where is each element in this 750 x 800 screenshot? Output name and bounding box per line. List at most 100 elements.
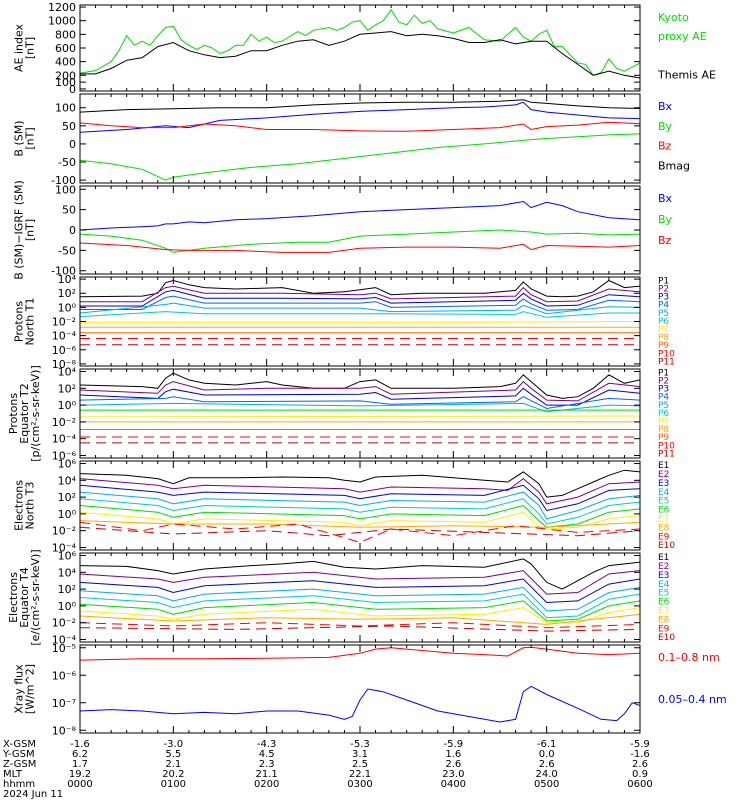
y-axis-label: North T3 bbox=[24, 482, 37, 530]
legend-label: P5 bbox=[658, 401, 669, 411]
y-axis-label: Xray flux bbox=[13, 664, 26, 714]
series-line bbox=[80, 99, 640, 113]
y-tick-label: 10⁴ bbox=[58, 566, 77, 579]
y-tick-label: 100 bbox=[55, 76, 76, 89]
y-axis-label: Electrons bbox=[13, 480, 26, 531]
series-line bbox=[80, 31, 640, 79]
series-line bbox=[80, 229, 640, 253]
legend-label: E3 bbox=[658, 571, 669, 581]
legend-label: E1 bbox=[658, 553, 669, 563]
y-axis-label: [W/m^2] bbox=[24, 664, 37, 714]
legend-label: P2 bbox=[658, 285, 669, 295]
y-axis-label: [nT] bbox=[24, 219, 37, 241]
series-line bbox=[80, 415, 640, 418]
legend-label: E10 bbox=[658, 541, 675, 551]
panel-frame bbox=[79, 185, 641, 275]
panel-xray: 10⁻⁵ 10⁻⁶ 10⁻⁷ 10⁻⁸ Xray flux[W/m^2] 0.1–0.8 … bbox=[13, 642, 727, 738]
series-line bbox=[80, 279, 640, 298]
series-line bbox=[80, 380, 640, 402]
y-tick-label: 800 bbox=[55, 28, 76, 41]
row-value: 2.6 bbox=[632, 759, 648, 770]
series-line bbox=[80, 121, 640, 132]
y-tick-label: 1000 bbox=[48, 15, 76, 28]
row-label: Y-GSM bbox=[2, 749, 35, 760]
legend-label: 0.05–0.4 nm bbox=[658, 693, 727, 706]
legend-label: P1 bbox=[658, 368, 669, 378]
legend-label: P4 bbox=[658, 393, 669, 403]
legend-label: P7 bbox=[658, 325, 669, 335]
row-value: 2.5 bbox=[352, 759, 368, 770]
y-axis-label: Protons bbox=[7, 393, 20, 434]
legend-label: E4 bbox=[658, 488, 670, 498]
legend-label: P9 bbox=[658, 341, 669, 351]
legend-label: P3 bbox=[658, 385, 669, 395]
legend-label: P9 bbox=[658, 433, 669, 443]
y-tick-label: 10⁻⁶ bbox=[52, 344, 77, 357]
row-value: 5.5 bbox=[165, 749, 181, 760]
y-tick-label: 10⁻² bbox=[52, 525, 76, 538]
legend-label: E10 bbox=[658, 633, 675, 643]
series-line bbox=[80, 622, 640, 629]
y-tick-label: 10² bbox=[58, 382, 76, 395]
legend-label: E5 bbox=[658, 497, 669, 507]
legend-label: 0.1–0.8 nm bbox=[658, 651, 720, 664]
legend-label: Bz bbox=[658, 140, 672, 153]
legend-label: E8 bbox=[658, 615, 670, 625]
row-value: 1.7 bbox=[72, 759, 88, 770]
x-axis-rows: X-GSM -1.6 -3.0 -4.3 -5.3 -5.9 -6.1 -5.9 Y-GSM 6.… bbox=[2, 739, 653, 800]
y-tick-label: 10⁴ bbox=[58, 474, 77, 487]
row-value: 0000 bbox=[67, 779, 92, 790]
series-line bbox=[80, 498, 640, 525]
y-tick-label: 200 bbox=[55, 69, 76, 82]
y-axis-label: Electrons bbox=[7, 572, 20, 623]
legend-label: E9 bbox=[658, 532, 670, 542]
series-line bbox=[80, 372, 640, 399]
legend-label: P11 bbox=[658, 449, 675, 459]
row-value: 22.1 bbox=[349, 769, 371, 780]
series-line bbox=[80, 570, 640, 595]
legend-label: By bbox=[658, 120, 673, 133]
series-line bbox=[80, 600, 640, 622]
row-value: 0100 bbox=[161, 779, 186, 790]
row-value: -6.1 bbox=[537, 739, 557, 750]
panel-frame bbox=[79, 644, 641, 734]
series-line bbox=[80, 593, 640, 619]
row-value: 0200 bbox=[254, 779, 279, 790]
y-axis-label: [e/(cm²-s-sr-keV)] bbox=[29, 549, 42, 645]
series-line bbox=[80, 578, 640, 604]
row-value: -3.0 bbox=[164, 739, 184, 750]
row-value: 4.5 bbox=[259, 749, 275, 760]
y-tick-label: 10⁴ bbox=[58, 366, 77, 379]
series-line bbox=[80, 477, 640, 505]
series-line bbox=[80, 613, 640, 625]
series-line bbox=[80, 521, 640, 543]
series-line bbox=[80, 558, 640, 590]
series-line bbox=[80, 133, 640, 181]
row-value: 2.6 bbox=[539, 759, 555, 770]
legend-label: E1 bbox=[658, 461, 669, 471]
legend-label: Bz bbox=[658, 234, 672, 247]
series-line bbox=[80, 311, 640, 318]
legend-label: E9 bbox=[658, 624, 670, 634]
row-value: 6.2 bbox=[72, 749, 88, 760]
y-tick-label: 10⁻² bbox=[52, 416, 76, 429]
row-value: 23.0 bbox=[442, 769, 464, 780]
legend-label: E7 bbox=[658, 607, 669, 617]
y-axis-label: Protons bbox=[13, 301, 26, 342]
row-value: -1.6 bbox=[630, 749, 650, 760]
row-value: 2.3 bbox=[259, 759, 275, 770]
legend-label: P8 bbox=[658, 333, 669, 343]
legend-label: Bmag bbox=[658, 159, 690, 172]
series-line bbox=[80, 101, 640, 133]
series-line bbox=[80, 625, 640, 632]
series-line bbox=[80, 396, 640, 410]
y-axis-label: [nT] bbox=[24, 127, 37, 149]
y-tick-label: 10⁻⁴ bbox=[52, 541, 77, 554]
row-label: hhmm bbox=[3, 779, 35, 790]
y-tick-label: 10⁰ bbox=[58, 301, 77, 314]
legend-label: E3 bbox=[658, 479, 669, 489]
